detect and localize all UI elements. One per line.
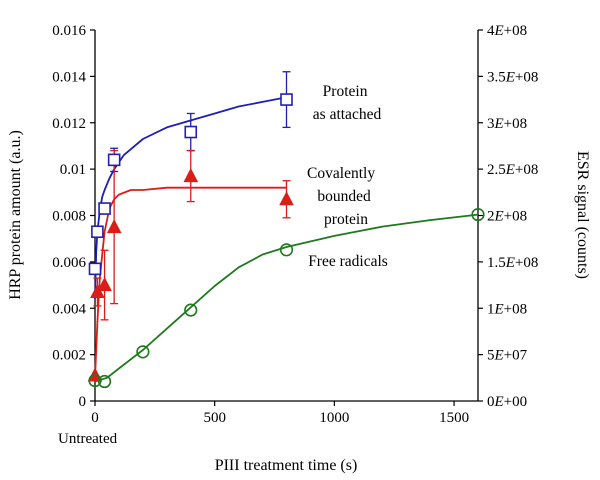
x-tick-label: 0: [91, 410, 99, 426]
y-left-tick-label: 0.014: [52, 69, 86, 85]
plot-frame: 0 0.002 0.004 0.006 0.008 0.01 0.012 0.014 0.016…: [52, 23, 538, 426]
y-axis-left-title: HRP protein amount (a.u.): [7, 130, 24, 300]
error-bars: [93, 71, 291, 321]
fit-curve-covalently-bounded-protein: [94, 186, 287, 378]
marker-triangle-covalently-bounded-protein: [106, 219, 122, 234]
series-label-line: as attached: [313, 106, 382, 123]
series-label-covalently-bounded: Covalently bounded protein: [307, 165, 379, 228]
y-left-tick-label: 0: [79, 394, 87, 410]
series-label-line: bounded: [317, 188, 371, 205]
y-right-tick-label: 4E+08: [487, 23, 527, 39]
y-right-tick-label: 2.5E+08: [487, 162, 538, 178]
series-label-line: Covalently: [307, 165, 375, 182]
data-markers: [87, 93, 485, 389]
y-left-tick-label: 0.008: [52, 209, 86, 225]
marker-circle-free-radicals: [88, 373, 102, 388]
y-left-tick-label: 0.016: [52, 23, 86, 39]
y-right-tick-label: 3.5E+08: [487, 69, 538, 85]
y-left-tick-label: 0.004: [52, 301, 86, 317]
y-right-tick-label: 1.5E+08: [487, 255, 538, 271]
y-left-tick-label: 0.006: [52, 255, 86, 271]
y-right-tick-label: 3E+08: [487, 116, 527, 132]
marker-triangle-covalently-bounded-protein: [97, 277, 112, 292]
marker-square-protein-as-attached: [184, 125, 198, 139]
marker-triangle-covalently-bounded-protein: [90, 283, 105, 298]
marker-square-protein-as-attached: [88, 262, 102, 276]
y-right-tick-label: 2E+08: [487, 209, 527, 225]
marker-circle-free-radicals: [97, 374, 112, 389]
x-tick-label: 1500: [439, 410, 469, 426]
series-label-line: protein: [324, 211, 368, 228]
marker-circle-free-radicals: [279, 243, 294, 257]
y-axis-right-title: ESR signal (counts): [574, 151, 591, 279]
series-label-free-radicals: Free radicals: [308, 253, 388, 270]
untreated-label: Untreated: [58, 431, 118, 447]
fit-curves: [94, 96, 479, 383]
y-right-tick-label: 1E+08: [487, 301, 527, 317]
x-axis-title: PIII treatment time (s): [215, 457, 358, 474]
marker-square-protein-as-attached: [91, 225, 104, 239]
marker-circle-free-radicals: [471, 207, 485, 222]
fit-curve-free-radicals: [94, 213, 479, 383]
y-left-tick-label: 0.01: [60, 162, 86, 178]
x-tick-label: 1000: [319, 410, 349, 426]
marker-triangle-covalently-bounded-protein: [183, 168, 199, 183]
marker-square-protein-as-attached: [98, 202, 111, 215]
y-left-tick-label: 0.002: [52, 348, 86, 364]
y-right-tick-label: 0E+00: [487, 394, 527, 410]
marker-circle-free-radicals: [184, 303, 198, 317]
marker-square-protein-as-attached: [107, 153, 121, 167]
x-tick-label: 500: [203, 410, 226, 426]
marker-triangle-covalently-bounded-protein: [279, 191, 294, 206]
y-left-tick-label: 0.012: [52, 116, 86, 132]
marker-square-protein-as-attached: [280, 93, 293, 106]
marker-circle-free-radicals: [136, 345, 150, 359]
series-label-protein-as-attached: Protein as attached: [313, 83, 382, 123]
y-right-tick-label: 5E+07: [487, 348, 528, 364]
series-label-line: Protein: [323, 83, 368, 100]
